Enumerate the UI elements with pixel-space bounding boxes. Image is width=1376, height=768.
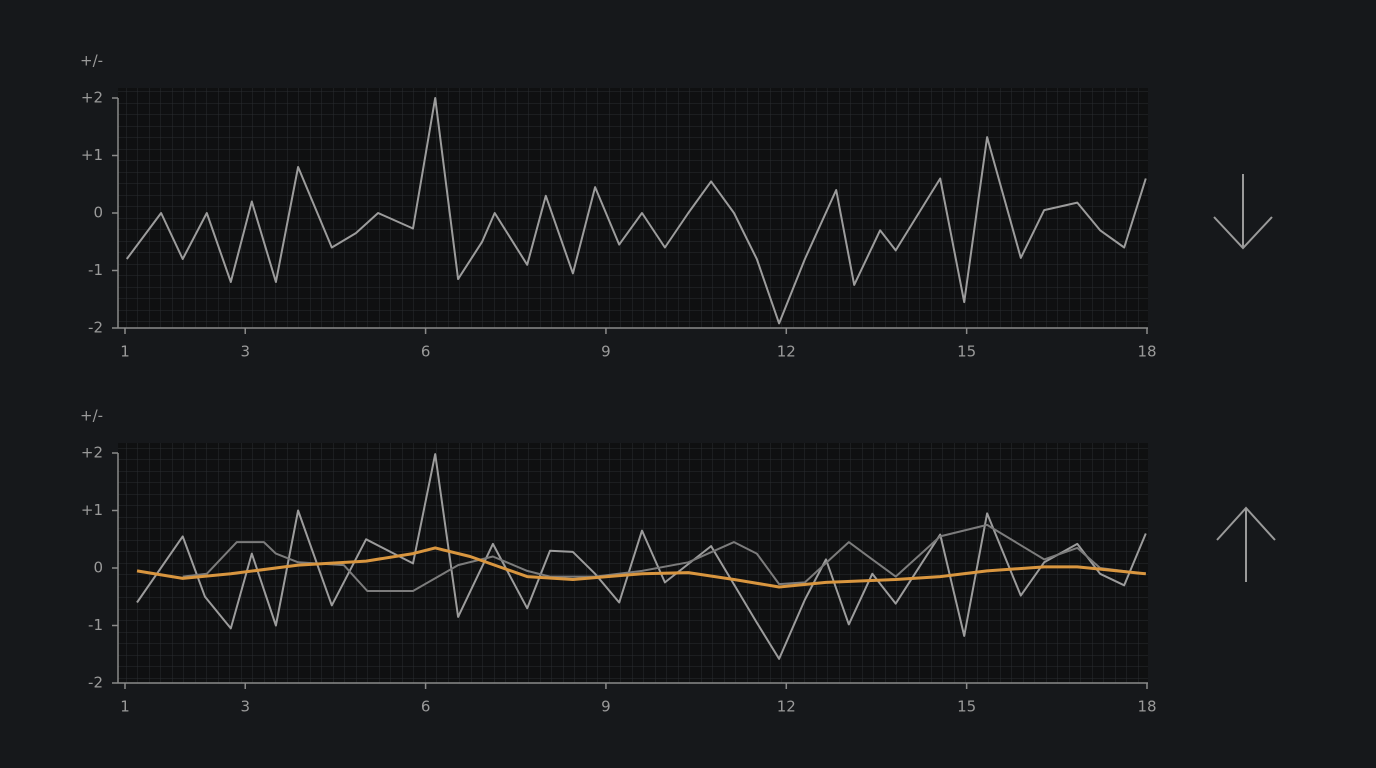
x-tick-label: 12 [777,698,796,716]
y-tick-label: -2 [88,319,103,337]
down-arrow [1213,174,1273,250]
x-tick-label: 3 [240,698,250,716]
fine-grid [118,443,1148,683]
x-tick-label: 18 [1137,698,1156,716]
series-line [125,97,1147,325]
y-tick-label: +1 [81,501,103,519]
x-tick-label: 18 [1137,343,1156,361]
y-tick-label: 0 [93,204,103,222]
up-arrow [1216,506,1276,582]
y-axis-label: +/- [80,407,103,425]
y-tick-label: +2 [81,89,103,107]
y-tick-label: -1 [88,261,103,279]
x-tick-label: 9 [601,698,611,716]
y-tick-label: +2 [81,444,103,462]
y-tick-label: +1 [81,146,103,164]
x-tick-label: 6 [421,698,431,716]
x-tick-label: 9 [601,343,611,361]
y-tick-label: 0 [93,559,103,577]
x-tick-label: 1 [120,698,130,716]
x-tick-label: 12 [777,343,796,361]
series-line [182,523,1146,592]
y-axis-label: +/- [80,52,103,70]
x-tick-label: 3 [240,343,250,361]
x-tick-label: 15 [957,343,976,361]
series-line [136,546,1146,589]
x-tick-label: 15 [957,698,976,716]
x-tick-label: 6 [421,343,431,361]
series-line [136,453,1147,660]
y-tick-label: -1 [88,616,103,634]
y-tick-label: -2 [88,674,103,692]
fine-grid [118,88,1148,328]
x-tick-label: 1 [120,343,130,361]
